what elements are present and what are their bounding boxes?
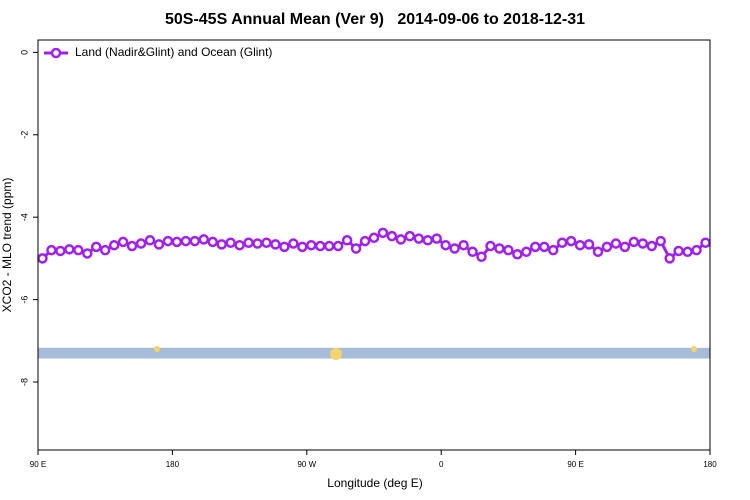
- marker: [628, 236, 640, 248]
- marker: [530, 241, 541, 253]
- marker: [664, 253, 675, 264]
- marker: [386, 230, 398, 242]
- marker: [619, 241, 631, 253]
- marker: [368, 232, 380, 244]
- marker: [440, 239, 451, 251]
- marker: [46, 244, 57, 256]
- chart-title: 50S-45S Annual Mean (Ver 9) 2014-09-06 t…: [165, 11, 585, 28]
- marker: [189, 235, 201, 247]
- marker: [476, 251, 487, 262]
- marker: [404, 230, 416, 242]
- marker: [135, 238, 147, 249]
- marker: [458, 239, 469, 251]
- marker: [82, 248, 93, 259]
- x-axis-label: Longitude (deg E): [327, 476, 422, 490]
- marker: [323, 240, 335, 252]
- marker: [691, 244, 702, 256]
- marker: [377, 227, 389, 239]
- y-tick-label: 0: [19, 50, 29, 55]
- x-tick-label: 0: [439, 460, 444, 469]
- marker: [162, 235, 174, 247]
- marker: [171, 236, 183, 248]
- marker: [521, 246, 532, 258]
- marker: [297, 241, 308, 253]
- marker: [682, 246, 693, 258]
- y-tick-label: -6: [19, 296, 29, 304]
- legend-marker: [50, 47, 62, 59]
- marker: [243, 237, 254, 248]
- marker: [413, 233, 425, 244]
- marker: [216, 239, 227, 250]
- marker: [279, 241, 290, 253]
- marker: [117, 236, 129, 248]
- marker: [395, 234, 407, 245]
- decoration: [691, 346, 697, 352]
- marker: [126, 240, 138, 252]
- marker: [431, 233, 442, 244]
- marker: [270, 239, 281, 250]
- marker: [64, 244, 75, 255]
- marker: [655, 235, 666, 247]
- marker: [583, 239, 595, 250]
- band: [38, 347, 710, 359]
- marker: [359, 235, 371, 247]
- marker: [314, 240, 326, 252]
- marker: [503, 244, 514, 256]
- marker: [341, 235, 353, 246]
- marker: [449, 243, 460, 254]
- decoration: [154, 346, 160, 352]
- marker: [332, 240, 344, 252]
- marker: [198, 234, 210, 245]
- marker: [144, 235, 156, 246]
- marker: [350, 243, 362, 254]
- marker: [565, 235, 577, 247]
- marker: [538, 241, 550, 253]
- marker: [673, 245, 684, 257]
- plot-frame: [37, 39, 711, 451]
- marker: [422, 235, 434, 246]
- x-tick-label: 90 W: [297, 460, 316, 469]
- marker: [601, 241, 613, 253]
- marker: [512, 249, 523, 260]
- marker: [55, 245, 66, 257]
- x-tick-label: 90 E: [30, 460, 46, 469]
- legend-label: Land (Nadir&Glint) and Ocean (Glint): [75, 45, 272, 59]
- y-axis-label: XCO2 - MLO trend (ppm): [0, 178, 14, 313]
- marker: [207, 236, 218, 248]
- marker: [306, 239, 317, 251]
- x-tick-label: 180: [703, 460, 717, 469]
- marker: [225, 237, 236, 248]
- marker: [467, 246, 478, 258]
- marker: [288, 238, 299, 249]
- marker: [252, 238, 263, 249]
- marker: [485, 240, 496, 252]
- marker: [574, 239, 586, 251]
- y-tick-label: -2: [19, 131, 29, 139]
- marker: [547, 244, 559, 256]
- marker: [90, 241, 102, 253]
- marker: [180, 235, 192, 247]
- x-tick-label: 90 E: [567, 460, 583, 469]
- marker: [610, 238, 622, 249]
- decoration: [330, 348, 342, 360]
- y-tick-label: -4: [19, 213, 29, 221]
- marker: [108, 239, 120, 251]
- marker: [556, 237, 568, 248]
- marker: [153, 239, 165, 250]
- plot-area: 0 -2 -4 -6 -8 90 E 180 90 W 0 90 E 180 Land (Nadir&…: [19, 45, 717, 469]
- marker: [37, 253, 48, 264]
- x-tick-label: 180: [166, 460, 180, 469]
- marker: [637, 238, 649, 249]
- marker: [234, 239, 245, 251]
- marker: [494, 243, 505, 254]
- marker: [646, 240, 658, 252]
- marker: [73, 244, 84, 256]
- marker: [592, 246, 604, 258]
- marker: [261, 237, 272, 248]
- marker: [700, 237, 711, 248]
- y-tick-label: -8: [19, 378, 29, 386]
- marker: [99, 244, 111, 256]
